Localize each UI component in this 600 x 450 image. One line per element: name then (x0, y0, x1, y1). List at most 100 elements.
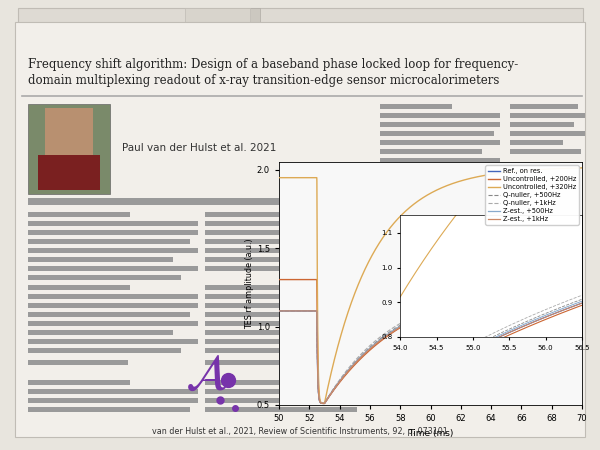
Q-nuller, +1kHz (310, 308, 317, 314)
Q-nuller, +500Hz (572, 284, 580, 289)
FancyBboxPatch shape (510, 149, 581, 154)
Uncontrolled, +320Hz (310, 175, 317, 180)
FancyBboxPatch shape (28, 321, 198, 326)
FancyBboxPatch shape (28, 275, 181, 280)
FancyBboxPatch shape (28, 348, 181, 353)
FancyBboxPatch shape (28, 389, 198, 394)
Ref., on res. (310, 308, 317, 314)
FancyBboxPatch shape (45, 108, 93, 158)
Uncontrolled, +200Hz (578, 279, 586, 285)
FancyBboxPatch shape (510, 140, 563, 145)
Z-est., +500Hz (405, 319, 412, 324)
FancyBboxPatch shape (205, 257, 341, 262)
FancyBboxPatch shape (28, 198, 293, 205)
Text: domain multiplexing readout of x-ray transition-edge sensor microcalorimeters: domain multiplexing readout of x-ray tra… (28, 74, 499, 87)
FancyBboxPatch shape (28, 285, 130, 290)
FancyBboxPatch shape (380, 149, 482, 154)
Uncontrolled, +320Hz (540, 166, 547, 172)
FancyBboxPatch shape (205, 239, 357, 244)
FancyBboxPatch shape (15, 22, 585, 437)
Z-est., +1kHz (392, 328, 399, 333)
Y-axis label: TES rf amplitude (a.u.): TES rf amplitude (a.u.) (245, 238, 254, 329)
Uncontrolled, +200Hz (275, 277, 283, 282)
FancyBboxPatch shape (380, 158, 500, 163)
FancyBboxPatch shape (205, 221, 365, 226)
Z-est., +1kHz (275, 308, 283, 314)
Q-nuller, +500Hz (275, 308, 283, 314)
Z-est., +500Hz (392, 327, 399, 332)
Uncontrolled, +320Hz (328, 368, 335, 373)
FancyBboxPatch shape (28, 104, 110, 194)
Uncontrolled, +200Hz (392, 328, 399, 333)
X-axis label: Time (ms): Time (ms) (408, 428, 453, 437)
Uncontrolled, +320Hz (275, 175, 283, 180)
Polygon shape (200, 8, 260, 30)
Uncontrolled, +320Hz (405, 206, 412, 211)
FancyBboxPatch shape (510, 113, 585, 118)
FancyBboxPatch shape (510, 104, 577, 109)
FancyBboxPatch shape (28, 398, 198, 403)
FancyBboxPatch shape (28, 339, 198, 344)
Z-est., +1kHz (578, 284, 586, 289)
FancyBboxPatch shape (18, 8, 583, 423)
Q-nuller, +1kHz (578, 283, 586, 288)
Uncontrolled, +200Hz (328, 390, 335, 396)
FancyBboxPatch shape (28, 239, 190, 244)
Uncontrolled, +320Hz (321, 400, 328, 406)
FancyBboxPatch shape (205, 380, 301, 385)
FancyBboxPatch shape (205, 348, 349, 353)
FancyBboxPatch shape (205, 230, 365, 235)
Line: Q-nuller, +500Hz: Q-nuller, +500Hz (279, 286, 582, 404)
FancyBboxPatch shape (380, 113, 500, 118)
Q-nuller, +1kHz (275, 308, 283, 314)
Z-est., +500Hz (321, 401, 328, 406)
FancyBboxPatch shape (28, 380, 130, 385)
FancyBboxPatch shape (205, 330, 341, 335)
Q-nuller, +1kHz (328, 389, 335, 394)
Uncontrolled, +200Hz (310, 277, 317, 282)
FancyBboxPatch shape (205, 303, 365, 308)
Line: Uncontrolled, +200Hz: Uncontrolled, +200Hz (279, 279, 582, 404)
Z-est., +500Hz (310, 308, 317, 314)
FancyBboxPatch shape (28, 407, 190, 412)
Q-nuller, +500Hz (328, 389, 335, 395)
FancyBboxPatch shape (510, 122, 574, 127)
Q-nuller, +500Hz (540, 286, 547, 291)
Q-nuller, +1kHz (540, 285, 547, 291)
FancyBboxPatch shape (28, 212, 130, 217)
Line: Uncontrolled, +320Hz: Uncontrolled, +320Hz (279, 168, 582, 403)
Ref., on res. (392, 328, 399, 333)
Uncontrolled, +320Hz (572, 165, 580, 171)
FancyBboxPatch shape (28, 221, 198, 226)
FancyBboxPatch shape (205, 389, 365, 394)
Uncontrolled, +200Hz (540, 283, 547, 288)
Polygon shape (185, 8, 250, 25)
Uncontrolled, +200Hz (572, 280, 580, 285)
Text: van der Hulst et al., 2021, Review of Scientific Instruments, 92, p. 073101: van der Hulst et al., 2021, Review of Sc… (152, 428, 448, 436)
Ref., on res. (572, 284, 580, 290)
Q-nuller, +500Hz (321, 401, 328, 406)
Uncontrolled, +320Hz (392, 219, 399, 224)
Q-nuller, +1kHz (392, 324, 399, 329)
FancyBboxPatch shape (28, 312, 190, 317)
FancyBboxPatch shape (510, 131, 585, 136)
Z-est., +500Hz (540, 286, 547, 292)
Text: Paul van der Hulst et al. 2021: Paul van der Hulst et al. 2021 (122, 143, 277, 153)
FancyBboxPatch shape (205, 312, 357, 317)
Ref., on res. (578, 284, 586, 289)
FancyBboxPatch shape (28, 330, 173, 335)
Uncontrolled, +200Hz (321, 401, 328, 406)
Line: Z-est., +1kHz: Z-est., +1kHz (279, 287, 582, 404)
FancyBboxPatch shape (28, 230, 198, 235)
Z-est., +500Hz (275, 308, 283, 314)
Text: Frequency shift algorithm: Design of a baseband phase locked loop for frequency-: Frequency shift algorithm: Design of a b… (28, 58, 518, 71)
Q-nuller, +1kHz (321, 401, 328, 406)
Ref., on res. (540, 287, 547, 292)
FancyBboxPatch shape (205, 407, 357, 412)
FancyBboxPatch shape (380, 131, 494, 136)
FancyBboxPatch shape (38, 155, 100, 190)
Z-est., +1kHz (310, 308, 317, 314)
FancyBboxPatch shape (380, 104, 452, 109)
Z-est., +1kHz (328, 390, 335, 395)
FancyBboxPatch shape (28, 248, 198, 253)
